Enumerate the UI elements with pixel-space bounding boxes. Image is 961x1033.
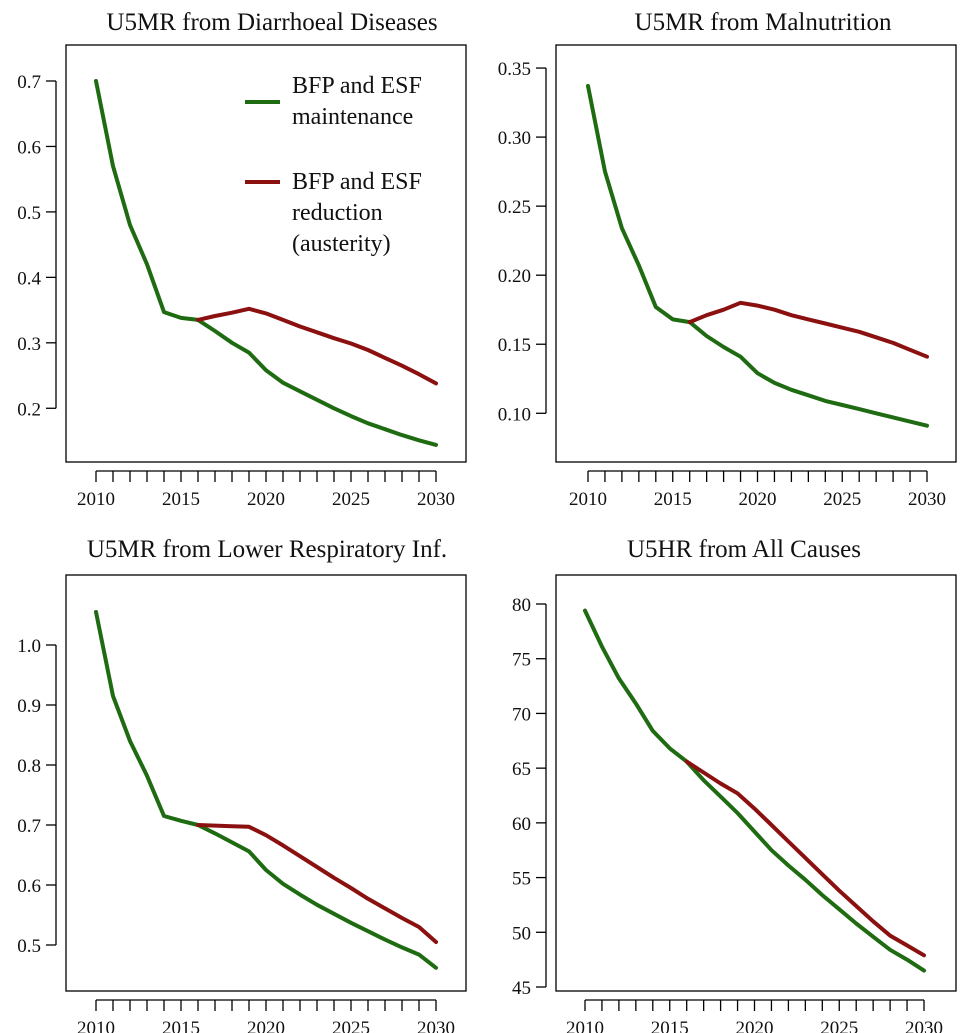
y-tick-label: 50 bbox=[512, 923, 531, 944]
x-tick-label: 2030 bbox=[417, 1018, 455, 1033]
series-line-bfp-and-esf-reduction-austerity bbox=[684, 759, 926, 958]
series-line-bfp-and-esf-maintenance bbox=[586, 84, 929, 428]
x-tick-label: 2010 bbox=[77, 489, 115, 510]
y-tick-label: 0.4 bbox=[17, 268, 41, 289]
y-tick-label: 60 bbox=[512, 814, 531, 835]
series-line-bfp-and-esf-maintenance bbox=[94, 610, 438, 970]
panel-title: U5MR from Lower Respiratory Inf. bbox=[87, 536, 447, 563]
y-tick-label: 55 bbox=[512, 869, 531, 890]
panel-diarrhoeal: U5MR from Diarrhoeal Diseases 2010 2015 20… bbox=[17, 9, 467, 510]
legend-label-reduction: (austerity) bbox=[292, 231, 391, 257]
y-tick-label: 0.6 bbox=[17, 137, 41, 158]
y-tick-label: 0.25 bbox=[498, 197, 531, 218]
x-tick-label: 2020 bbox=[247, 489, 285, 510]
panel-title: U5MR from Malnutrition bbox=[635, 9, 892, 36]
y-tick-label: 1.0 bbox=[17, 636, 41, 657]
x-tick-label: 2010 bbox=[566, 1018, 604, 1033]
x-tick-label: 2030 bbox=[905, 1018, 943, 1033]
y-tick-label: 0.5 bbox=[17, 203, 41, 224]
y-tick-label: 0.9 bbox=[17, 696, 41, 717]
panel-malnutrition: U5MR from Malnutrition 2010 2015 2020 2025 2… bbox=[498, 9, 957, 510]
y-tick-label: 70 bbox=[512, 704, 531, 725]
legend-label-reduction: BFP and ESF bbox=[292, 169, 422, 195]
series-line-bfp-and-esf-maintenance bbox=[583, 608, 926, 973]
plot-frame bbox=[555, 574, 957, 992]
x-tick-label: 2010 bbox=[77, 1018, 115, 1033]
y-tick-label: 0.35 bbox=[498, 59, 531, 80]
legend-label-maintenance: maintenance bbox=[292, 104, 413, 130]
x-tick-label: 2025 bbox=[332, 1018, 370, 1033]
legend-label-maintenance: BFP and ESF bbox=[292, 73, 422, 99]
series-line-bfp-and-esf-maintenance bbox=[94, 79, 438, 447]
y-tick-label: 0.15 bbox=[498, 335, 531, 356]
x-tick-label: 2030 bbox=[908, 489, 946, 510]
panel-lower-respiratory: U5MR from Lower Respiratory Inf. 2010 201… bbox=[17, 536, 467, 1033]
x-tick-label: 2015 bbox=[162, 489, 200, 510]
y-tick-label: 0.10 bbox=[498, 404, 531, 425]
x-tick-label: 2015 bbox=[651, 1018, 689, 1033]
y-tick-label: 65 bbox=[512, 759, 531, 780]
y-tick-label: 0.20 bbox=[498, 266, 531, 287]
y-tick-label: 0.30 bbox=[498, 128, 531, 149]
panel-title: U5HR from All Causes bbox=[627, 536, 861, 563]
x-tick-label: 2025 bbox=[332, 489, 370, 510]
y-tick-label: 75 bbox=[512, 650, 531, 671]
legend: BFP and ESF maintenance BFP and ESF redu… bbox=[245, 73, 422, 257]
x-tick-label: 2030 bbox=[417, 489, 455, 510]
series-line-bfp-and-esf-reduction-austerity bbox=[196, 823, 438, 944]
x-tick-label: 2020 bbox=[247, 1018, 285, 1033]
y-tick-label: 0.6 bbox=[17, 876, 41, 897]
x-tick-label: 2025 bbox=[820, 1018, 858, 1033]
plot-frame bbox=[555, 44, 957, 463]
x-tick-label: 2020 bbox=[739, 489, 777, 510]
x-tick-label: 2010 bbox=[569, 489, 607, 510]
x-tick-label: 2015 bbox=[654, 489, 692, 510]
series-line-bfp-and-esf-reduction-austerity bbox=[687, 300, 929, 359]
panel-title: U5MR from Diarrhoeal Diseases bbox=[106, 9, 437, 36]
y-tick-label: 0.3 bbox=[17, 334, 41, 355]
x-tick-label: 2015 bbox=[162, 1018, 200, 1033]
y-tick-label: 0.2 bbox=[17, 399, 41, 420]
y-tick-label: 0.8 bbox=[17, 756, 41, 777]
panel-all-causes: U5HR from All Causes 2010 2015 2020 2025 203… bbox=[512, 536, 957, 1033]
x-tick-label: 2020 bbox=[736, 1018, 774, 1033]
y-tick-label: 45 bbox=[512, 978, 531, 999]
y-tick-label: 80 bbox=[512, 595, 531, 616]
plot-frame bbox=[65, 44, 467, 463]
y-tick-label: 0.7 bbox=[17, 816, 41, 837]
y-tick-label: 0.5 bbox=[17, 936, 41, 957]
x-tick-label: 2025 bbox=[823, 489, 861, 510]
plot-frame bbox=[65, 574, 467, 992]
legend-label-reduction: reduction bbox=[292, 200, 383, 226]
series-line-bfp-and-esf-reduction-austerity bbox=[196, 306, 438, 386]
y-tick-label: 0.7 bbox=[17, 72, 41, 93]
